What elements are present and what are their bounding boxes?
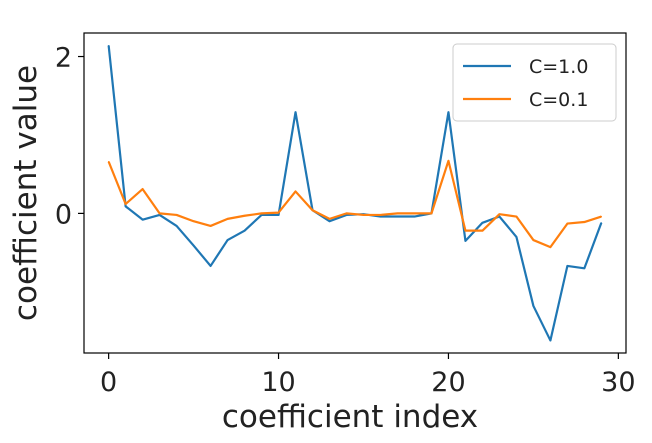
x-axis-ticks: 0 10 20 30 [100,353,636,398]
x-tick-label: 10 [261,367,295,398]
series-1-point-17 [396,212,399,214]
plot-frame [83,32,627,354]
series-1-point-18 [413,212,416,214]
y-axis-label: coefficient value [8,65,44,321]
series-1-point-9 [260,212,263,214]
series-0-point-25 [532,305,535,307]
series-1-point-3 [159,212,161,214]
series-1-point-11 [294,190,297,193]
series-0-point-9 [260,214,263,216]
series-1-point-16 [379,214,382,216]
x-axis-label: coefficient index [222,399,478,435]
series-1-point-21 [464,230,467,232]
series-1-point-25 [532,239,535,241]
series-0-point-27 [566,265,568,267]
series-1-point-29 [600,215,602,218]
series-1-point-6 [209,225,212,227]
series-0-point-18 [413,215,416,218]
series-0-point-23 [498,215,501,218]
series-1-point-23 [498,213,501,215]
series-0-point-26 [549,339,551,342]
series-1-point-14 [345,212,348,214]
x-tick-label: 20 [431,367,465,398]
series-1-point-7 [226,218,229,220]
series-0-point-10 [277,214,280,216]
series-1-point-24 [515,215,518,218]
series-1-point-8 [243,215,246,217]
series-0-point-21 [464,240,467,242]
series-0-point-11 [294,111,297,113]
series-0-point-3 [159,214,161,216]
legend-label-c01: C=0.1 [529,89,588,111]
series-1-point-0 [108,161,110,163]
series-1-point-12 [311,209,314,211]
series-1-point-2 [142,188,144,190]
series-1-point-22 [481,230,484,232]
series-0-point-17 [396,215,399,218]
series-0-point-1 [125,205,127,207]
series-0-point-5 [192,244,195,247]
y-tick-label: 0 [55,199,72,230]
legend-box [452,43,617,122]
x-tick-label: 0 [100,367,117,398]
series-1-point-15 [362,214,365,216]
series-0-point-2 [142,219,144,221]
x-tick-label: 30 [601,367,635,398]
series-0-point-24 [515,236,518,238]
series-0-point-20 [447,111,450,113]
series-1-point-4 [176,214,178,216]
series-1-point-10 [277,212,280,214]
series-0-point-7 [226,239,229,241]
series-0-point-0 [108,44,110,47]
legend: C=1.0 C=0.1 [452,43,617,122]
series-0-point-8 [243,230,246,232]
series-0-point-13 [328,220,331,222]
series-0-point-16 [379,215,382,218]
series-1-point-27 [566,222,568,225]
y-axis-ticks: 20 [55,43,84,230]
legend-label-c1: C=1.0 [529,56,588,78]
series-1-point-19 [430,212,433,214]
series-1-point-28 [583,221,585,223]
series-line-1 [107,159,602,249]
series-0-point-29 [600,222,602,224]
series-0-point-6 [209,265,212,267]
series-1-point-5 [192,220,195,222]
series-1-point-1 [125,203,127,205]
series-1-point-13 [328,218,331,220]
series-0-point-22 [481,222,484,224]
series-lines [107,44,603,342]
series-0-point-4 [176,225,178,227]
series-0-point-28 [583,267,585,269]
series-1-point-26 [549,246,551,248]
series-0-point-14 [345,214,348,216]
y-tick-label: 2 [55,43,72,74]
series-1-point-20 [447,160,450,162]
